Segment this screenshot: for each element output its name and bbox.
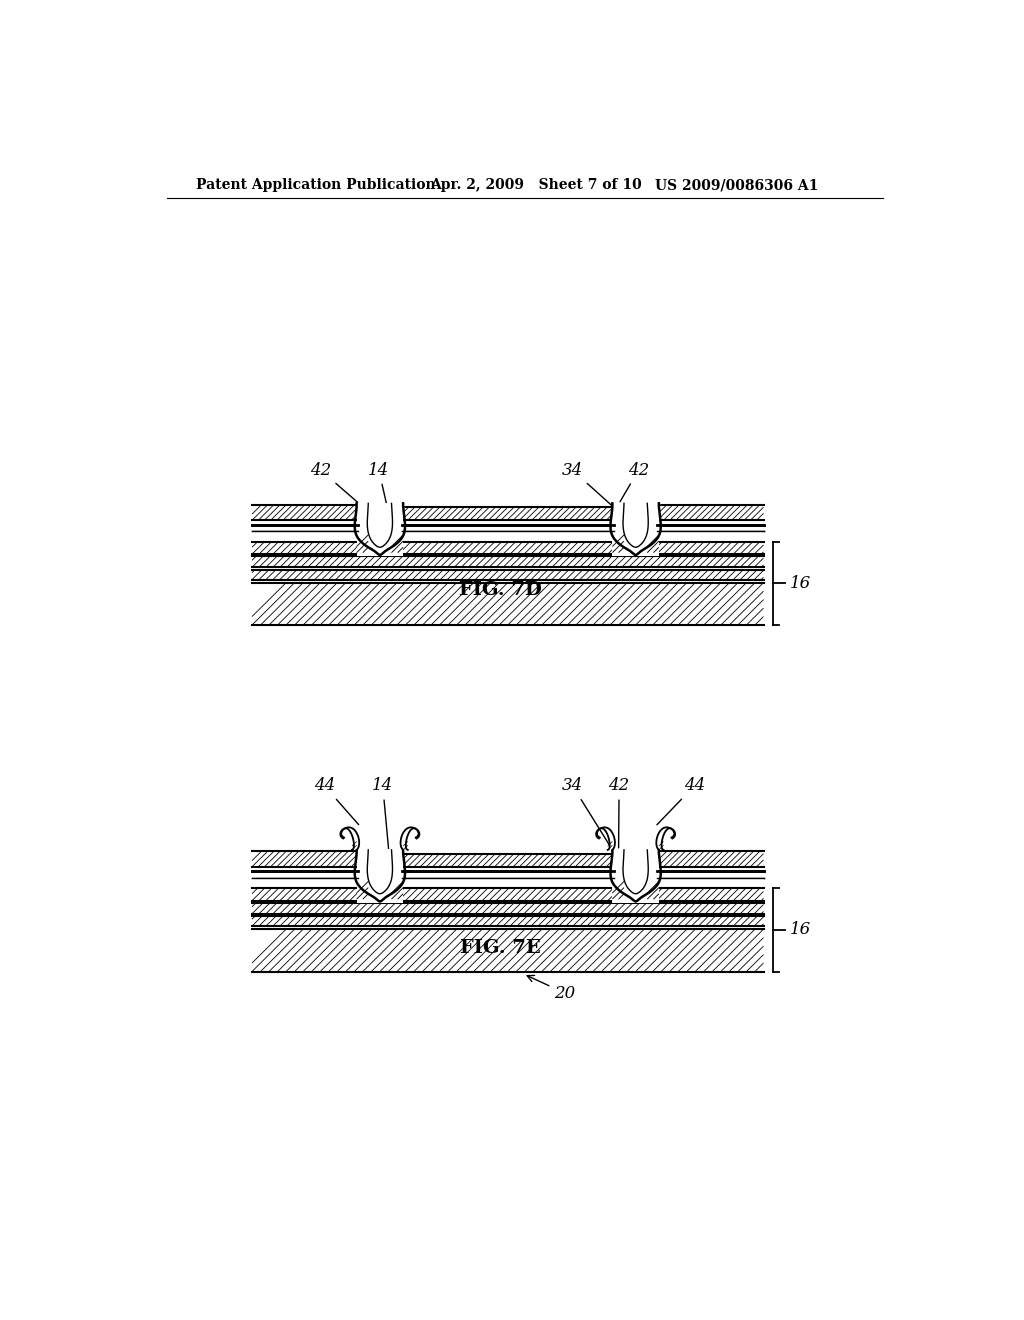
Polygon shape (657, 506, 764, 520)
Text: 14: 14 (369, 462, 389, 506)
Polygon shape (252, 543, 764, 554)
Text: 14: 14 (372, 777, 393, 853)
Polygon shape (356, 849, 403, 903)
Polygon shape (596, 828, 615, 850)
Polygon shape (612, 503, 658, 557)
Polygon shape (401, 854, 614, 867)
Polygon shape (252, 916, 764, 927)
Text: 20: 20 (527, 975, 575, 1002)
Polygon shape (252, 532, 764, 543)
Polygon shape (252, 570, 764, 579)
Text: 42: 42 (310, 462, 357, 503)
Polygon shape (252, 851, 358, 867)
Polygon shape (624, 503, 647, 548)
Polygon shape (612, 849, 658, 903)
Polygon shape (656, 828, 675, 850)
Polygon shape (252, 520, 764, 543)
Polygon shape (401, 507, 614, 520)
Text: 44: 44 (657, 777, 705, 825)
Text: 34: 34 (562, 777, 614, 854)
Polygon shape (252, 903, 764, 913)
Polygon shape (369, 850, 391, 894)
Text: 42: 42 (608, 777, 630, 847)
Text: 16: 16 (790, 921, 811, 939)
Polygon shape (340, 828, 359, 850)
Polygon shape (252, 557, 764, 568)
Polygon shape (252, 582, 764, 626)
Text: FIG. 7E: FIG. 7E (460, 939, 541, 957)
Text: 42: 42 (620, 462, 649, 502)
Text: US 2009/0086306 A1: US 2009/0086306 A1 (655, 178, 818, 193)
Polygon shape (400, 828, 420, 850)
Polygon shape (657, 851, 764, 867)
Text: FIG. 7D: FIG. 7D (459, 581, 542, 598)
Polygon shape (252, 888, 764, 900)
Text: 16: 16 (790, 576, 811, 591)
Polygon shape (252, 867, 764, 888)
Polygon shape (624, 850, 647, 894)
Polygon shape (356, 503, 403, 557)
Polygon shape (252, 929, 764, 972)
Text: 34: 34 (562, 462, 614, 508)
Text: Patent Application Publication: Patent Application Publication (197, 178, 436, 193)
Text: Apr. 2, 2009   Sheet 7 of 10: Apr. 2, 2009 Sheet 7 of 10 (430, 178, 642, 193)
Text: 44: 44 (314, 777, 358, 825)
Polygon shape (252, 878, 764, 888)
Polygon shape (369, 503, 391, 548)
Polygon shape (252, 506, 358, 520)
